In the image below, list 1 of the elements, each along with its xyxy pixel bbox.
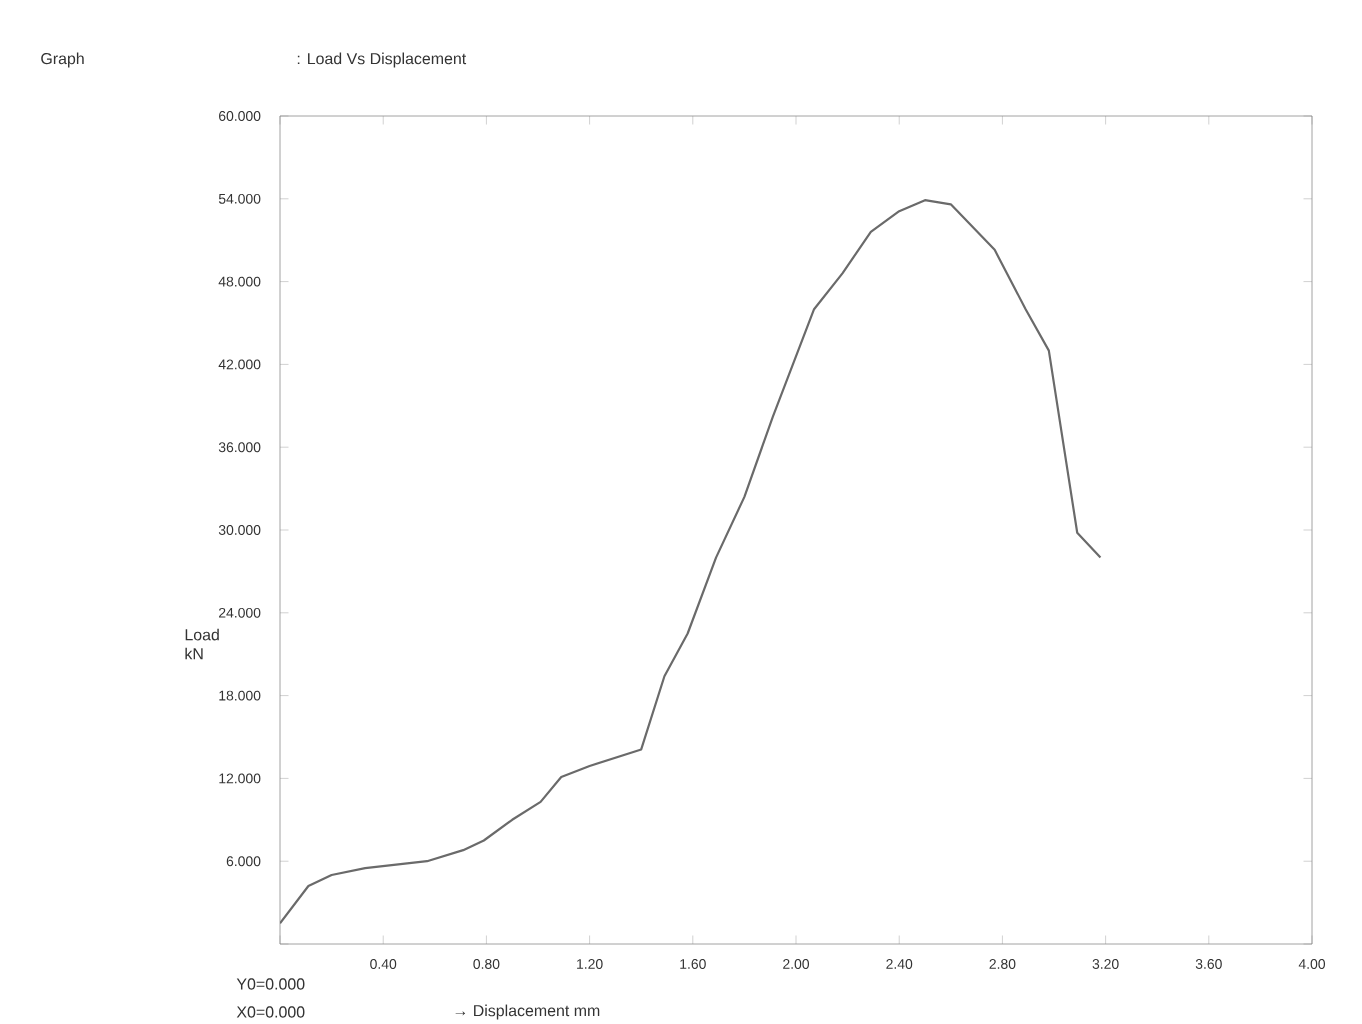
line-series <box>280 199 1102 925</box>
